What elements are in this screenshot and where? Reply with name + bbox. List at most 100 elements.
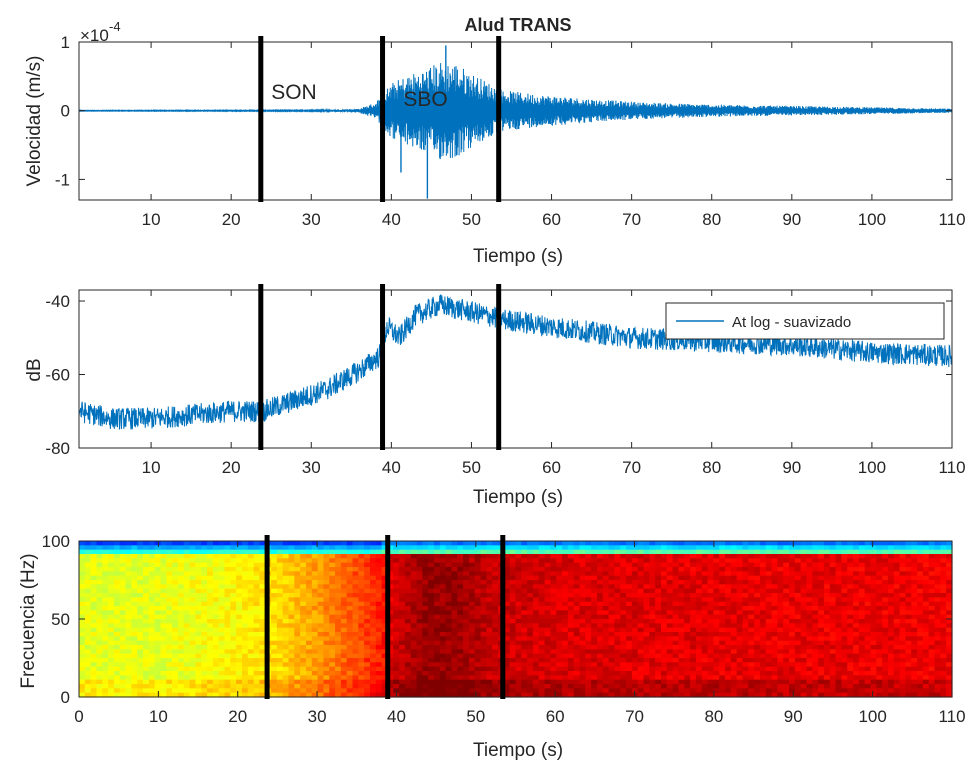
heatmap-cell bbox=[160, 580, 166, 585]
heatmap-cell bbox=[702, 576, 708, 581]
heatmap-cell bbox=[411, 593, 417, 598]
heatmap-cell bbox=[399, 675, 405, 680]
heatmap-cell bbox=[300, 584, 306, 589]
heatmap-cell bbox=[655, 619, 661, 624]
heatmap-cell bbox=[96, 593, 102, 598]
heatmap-cell bbox=[166, 610, 172, 615]
heatmap-cell bbox=[649, 671, 655, 676]
heatmap-cell bbox=[545, 658, 551, 663]
heatmap-cell bbox=[335, 593, 341, 598]
heatmap-cell bbox=[853, 545, 859, 550]
heatmap-cell bbox=[545, 632, 551, 637]
heatmap-cell bbox=[655, 688, 661, 693]
heatmap-cell bbox=[225, 584, 231, 589]
heatmap-cell bbox=[696, 550, 702, 555]
heatmap-cell bbox=[428, 571, 434, 576]
heatmap-cell bbox=[492, 576, 498, 581]
heatmap-cell bbox=[370, 619, 376, 624]
heatmap-cell bbox=[225, 645, 231, 650]
heatmap-cell bbox=[195, 667, 201, 672]
heatmap-cell bbox=[748, 558, 754, 563]
y-tick-label: -1 bbox=[55, 170, 70, 189]
x-tick-label: 70 bbox=[622, 210, 641, 229]
heatmap-cell bbox=[329, 623, 335, 628]
heatmap-cell bbox=[556, 649, 562, 654]
heatmap-cell bbox=[102, 671, 108, 676]
heatmap-cell bbox=[353, 602, 359, 607]
heatmap-cell bbox=[91, 662, 97, 667]
heatmap-cell bbox=[312, 602, 318, 607]
heatmap-cell bbox=[358, 684, 364, 689]
heatmap-cell bbox=[807, 576, 813, 581]
heatmap-cell bbox=[783, 580, 789, 585]
heatmap-cell bbox=[673, 545, 679, 550]
heatmap-cell bbox=[370, 593, 376, 598]
heatmap-cell bbox=[85, 615, 91, 620]
heatmap-cell bbox=[609, 662, 615, 667]
heatmap-cell bbox=[661, 636, 667, 641]
heatmap-cell bbox=[347, 654, 353, 659]
heatmap-cell bbox=[405, 675, 411, 680]
heatmap-cell bbox=[289, 567, 295, 572]
heatmap-cell bbox=[422, 619, 428, 624]
heatmap-cell bbox=[213, 545, 219, 550]
heatmap-cell bbox=[312, 662, 318, 667]
heatmap-cell bbox=[323, 580, 329, 585]
heatmap-cell bbox=[678, 580, 684, 585]
heatmap-cell bbox=[626, 597, 632, 602]
heatmap-cell bbox=[841, 563, 847, 568]
heatmap-cell bbox=[294, 632, 300, 637]
heatmap-cell bbox=[376, 623, 382, 628]
heatmap-cell bbox=[638, 589, 644, 594]
heatmap-cell bbox=[457, 541, 463, 546]
heatmap-cell bbox=[766, 658, 772, 663]
heatmap-cell bbox=[591, 641, 597, 646]
heatmap-cell bbox=[440, 649, 446, 654]
heatmap-cell bbox=[248, 576, 254, 581]
heatmap-cell bbox=[632, 563, 638, 568]
heatmap-cell bbox=[807, 658, 813, 663]
heatmap-cell bbox=[306, 654, 312, 659]
heatmap-cell bbox=[568, 545, 574, 550]
heatmap-cell bbox=[376, 541, 382, 546]
heatmap-cell bbox=[364, 658, 370, 663]
heatmap-cell bbox=[230, 584, 236, 589]
heatmap-cell bbox=[533, 580, 539, 585]
heatmap-cell bbox=[667, 645, 673, 650]
heatmap-cell bbox=[807, 649, 813, 654]
heatmap-cell bbox=[79, 593, 85, 598]
heatmap-cell bbox=[213, 580, 219, 585]
heatmap-cell bbox=[457, 619, 463, 624]
heatmap-cell bbox=[620, 658, 626, 663]
heatmap-cell bbox=[766, 580, 772, 585]
heatmap-cell bbox=[783, 628, 789, 633]
heatmap-cell bbox=[230, 680, 236, 685]
heatmap-cell bbox=[126, 658, 132, 663]
heatmap-cell bbox=[428, 641, 434, 646]
heatmap-cell bbox=[702, 554, 708, 559]
heatmap-cell bbox=[742, 615, 748, 620]
heatmap-cell bbox=[772, 636, 778, 641]
heatmap-cell bbox=[143, 645, 149, 650]
heatmap-cell bbox=[434, 645, 440, 650]
heatmap-cell bbox=[830, 597, 836, 602]
heatmap-cell bbox=[242, 545, 248, 550]
heatmap-cell bbox=[812, 563, 818, 568]
heatmap-cell bbox=[440, 606, 446, 611]
heatmap-cell bbox=[673, 654, 679, 659]
heatmap-cell bbox=[399, 567, 405, 572]
heatmap-cell bbox=[533, 554, 539, 559]
heatmap-cell bbox=[737, 597, 743, 602]
heatmap-cell bbox=[137, 654, 143, 659]
heatmap-cell bbox=[219, 554, 225, 559]
heatmap-cell bbox=[236, 641, 242, 646]
heatmap-cell bbox=[393, 662, 399, 667]
heatmap-cell bbox=[777, 623, 783, 628]
heatmap-cell bbox=[341, 649, 347, 654]
heatmap-cell bbox=[812, 558, 818, 563]
heatmap-cell bbox=[79, 680, 85, 685]
heatmap-cell bbox=[649, 602, 655, 607]
heatmap-cell bbox=[347, 671, 353, 676]
heatmap-cell bbox=[230, 658, 236, 663]
heatmap-cell bbox=[393, 623, 399, 628]
